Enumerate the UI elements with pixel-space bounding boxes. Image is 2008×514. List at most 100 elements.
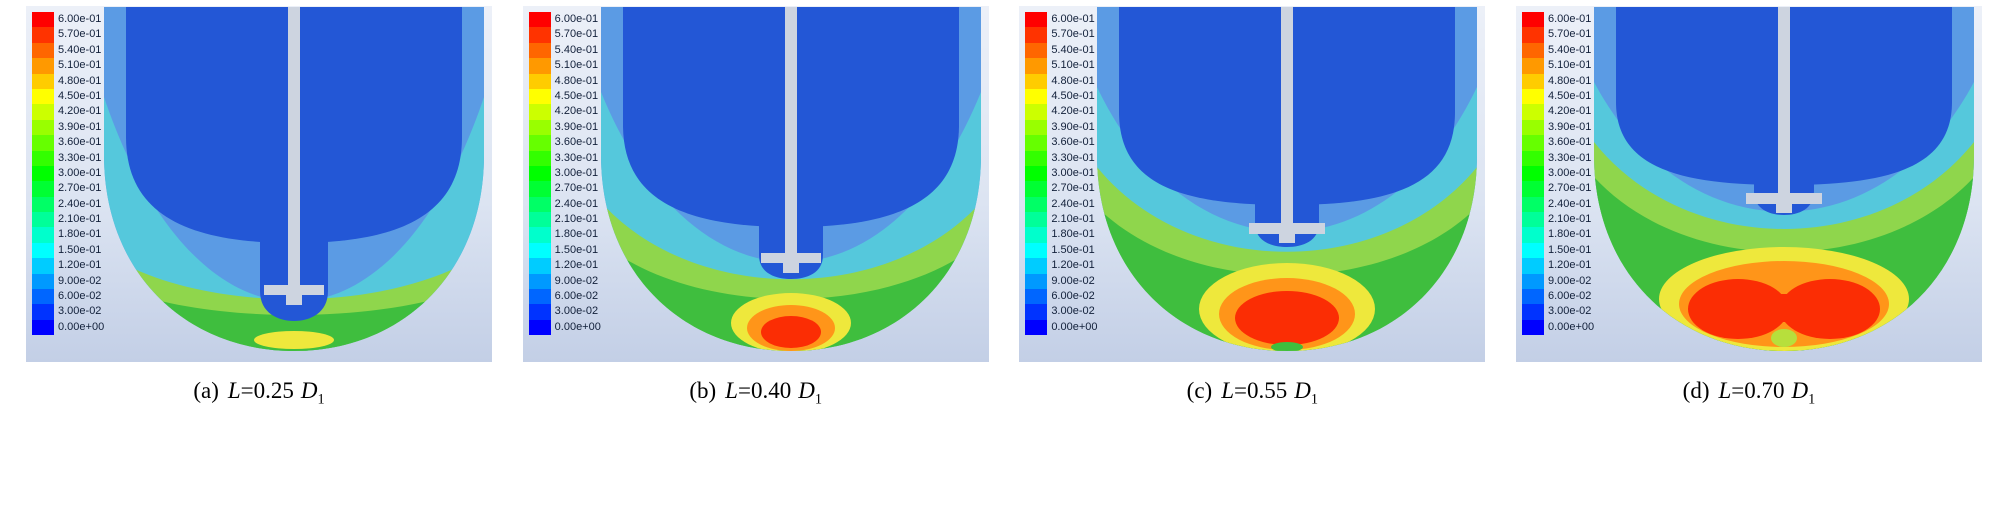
legend-row: 9.00e-02	[1025, 273, 1095, 290]
legend-value-label: 2.70e-01	[1547, 182, 1592, 195]
legend-row: 4.80e-01	[1521, 73, 1591, 89]
legend-row: 1.80e-01	[1521, 227, 1591, 243]
legend-row: 1.50e-01	[32, 242, 101, 259]
legend-value-label: 3.00e-02	[58, 305, 102, 318]
impeller-shaft	[1281, 7, 1294, 225]
legend-row: 2.70e-01	[1025, 181, 1095, 197]
legend-row: 3.00e-01	[528, 165, 598, 182]
legend-color-swatch	[1521, 319, 1544, 336]
legend-row: 9.00e-02	[1521, 273, 1591, 290]
contour-plot-d	[1593, 7, 1974, 351]
legend-color-swatch	[32, 273, 54, 290]
caption-d: (d) L=0.70 D1	[1516, 378, 1982, 409]
legend-row: 3.90e-01	[528, 119, 598, 136]
contour-red-zone	[1235, 291, 1340, 345]
legend-row: 2.70e-01	[1521, 181, 1591, 197]
caption-var-L: L	[725, 378, 738, 403]
legend-color-swatch	[528, 135, 551, 151]
legend-color-swatch	[528, 258, 551, 274]
legend-row: 3.60e-01	[32, 135, 101, 151]
legend-value-label: 3.00e-02	[1051, 305, 1095, 318]
legend-value-label: 5.10e-01	[58, 59, 102, 72]
legend-row: 3.00e-01	[1521, 165, 1591, 182]
legend-row: 2.70e-01	[528, 181, 598, 197]
panel-c: 6.00e-01 5.70e-01 5.40e-01 5.10e-01 4.80e-01…	[1019, 6, 1486, 514]
legend-value-label: 3.30e-01	[1051, 151, 1095, 164]
legend-color-swatch	[32, 12, 54, 28]
legend-color-swatch	[1025, 273, 1048, 290]
panel-b-plot-area: 6.00e-01 5.70e-01 5.40e-01 5.10e-01 4.80e-01…	[522, 6, 989, 362]
impeller-hub	[1279, 234, 1296, 243]
legend-color-swatch	[528, 165, 551, 182]
legend-color-swatch	[1521, 258, 1544, 274]
legend-value-label: 0.00e+00	[554, 320, 601, 333]
legend-color-swatch	[528, 304, 551, 320]
contour-red-bridge	[1737, 294, 1830, 322]
legend-row: 5.40e-01	[1521, 42, 1591, 59]
legend-row: 1.50e-01	[1521, 242, 1591, 259]
legend-row: 6.00e-01	[528, 12, 598, 28]
legend-row: 1.20e-01	[1025, 258, 1095, 274]
legend-value-label: 1.20e-01	[1547, 259, 1592, 272]
legend-value-label: 6.00e-01	[58, 13, 102, 25]
legend-row: 4.50e-01	[1025, 88, 1095, 105]
legend-value-label: 6.00e-01	[554, 13, 599, 25]
legend-value-label: 2.70e-01	[1051, 182, 1095, 195]
legend-color-swatch	[32, 135, 54, 151]
legend-value-label: 4.50e-01	[58, 89, 102, 102]
legend-value-label: 5.10e-01	[554, 59, 599, 72]
caption-var-D: D	[1791, 378, 1809, 403]
legend-color-swatch	[1521, 242, 1544, 259]
caption-var-D: D	[300, 378, 318, 403]
legend-row: 2.40e-01	[1025, 196, 1095, 213]
legend-row: 3.00e-01	[32, 165, 101, 182]
legend-color-swatch	[1521, 273, 1544, 290]
legend-row: 5.70e-01	[1025, 27, 1095, 43]
legend-row: 2.10e-01	[32, 212, 101, 228]
legend-row: 1.20e-01	[32, 258, 101, 274]
legend-row: 9.00e-02	[528, 273, 598, 290]
legend-value-label: 4.80e-01	[1547, 74, 1592, 87]
legend-row: 2.70e-01	[32, 181, 101, 197]
legend-row: 6.00e-02	[528, 289, 598, 305]
legend-row: 1.80e-01	[1025, 227, 1095, 243]
legend-value-label: 0.00e+00	[1051, 320, 1098, 333]
panel-a-plot-area: 6.00e-01 5.70e-01 5.40e-01 5.10e-01 4.80e-01…	[26, 6, 492, 362]
legend-row: 4.50e-01	[1521, 88, 1591, 105]
legend-color-swatch	[528, 181, 551, 197]
legend-color-swatch	[1025, 27, 1048, 43]
caption-index: (d)	[1682, 378, 1710, 403]
caption-var-D: D	[1294, 378, 1311, 403]
legend-row: 3.30e-01	[32, 150, 101, 166]
legend-row: 4.20e-01	[1521, 104, 1591, 120]
caption-value: =0.55	[1233, 378, 1288, 403]
legend-row: 9.00e-02	[32, 273, 101, 290]
legend-color-swatch	[528, 73, 551, 89]
caption-a: (a) L=0.25 D1	[26, 378, 492, 409]
impeller-blade	[1745, 193, 1822, 204]
legend-row: 5.10e-01	[1025, 58, 1095, 74]
legend-color-swatch	[1025, 88, 1048, 105]
impeller-shaft	[784, 7, 797, 255]
legend-row: 6.00e-01	[1025, 12, 1095, 28]
legend-row: 2.10e-01	[528, 212, 598, 228]
legend-color-swatch	[32, 73, 54, 89]
legend-row: 1.50e-01	[1025, 242, 1095, 259]
legend-value-label: 3.30e-01	[58, 151, 102, 164]
legend-value-label: 3.60e-01	[554, 136, 599, 149]
legend-color-swatch	[32, 165, 54, 182]
legend-row: 1.50e-01	[528, 242, 598, 259]
legend-color-swatch	[1521, 119, 1544, 136]
caption-index: (c)	[1186, 378, 1213, 403]
contour-field	[1097, 7, 1478, 351]
legend-value-label: 5.40e-01	[1051, 43, 1095, 56]
legend-value-label: 3.00e-01	[554, 166, 599, 179]
caption-value: =0.40	[737, 378, 792, 403]
legend-row: 3.60e-01	[1025, 135, 1095, 151]
legend-color-swatch	[1025, 289, 1048, 305]
legend-value-label: 1.20e-01	[1051, 259, 1095, 272]
legend-value-label: 6.00e-01	[1547, 13, 1592, 25]
colorbar-legend: 6.00e-01 5.70e-01 5.40e-01 5.10e-01 4.80e-01…	[26, 6, 104, 362]
legend-color-swatch	[1521, 227, 1544, 243]
legend-value-label: 3.00e-01	[1547, 166, 1592, 179]
